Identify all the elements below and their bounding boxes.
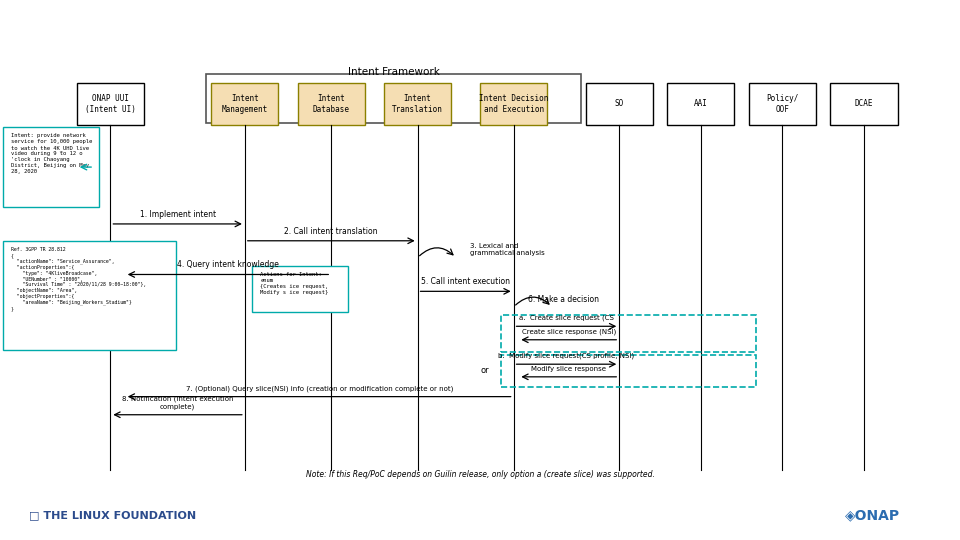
Text: 1. Implement intent: 1. Implement intent: [139, 210, 216, 219]
Text: Sequence Diagram Example: Sequence Diagram Example: [19, 22, 588, 56]
Text: ONAP UUI
(Intent UI): ONAP UUI (Intent UI): [85, 94, 135, 113]
Text: AAI: AAI: [694, 99, 708, 109]
Text: Ref. 3GPP TR 28.812
{
  "actionName": "Service_Assurance",
  "actionProperties":: Ref. 3GPP TR 28.812 { "actionName": "Ser…: [11, 247, 146, 311]
Text: Actions for Intent:
enum
{Creates ice request,
Modify s ice request}: Actions for Intent: enum {Creates ice re…: [260, 272, 328, 295]
Text: Intent
Management: Intent Management: [222, 94, 268, 113]
Text: DCAE: DCAE: [854, 99, 874, 109]
FancyBboxPatch shape: [3, 241, 176, 350]
Text: 7. (Optional) Query slice(NSI) info (creation or modification complete or not): 7. (Optional) Query slice(NSI) info (cre…: [185, 385, 453, 392]
Text: Intent
Translation: Intent Translation: [393, 94, 443, 113]
Text: Modify slice response: Modify slice response: [531, 366, 607, 372]
Text: 4. Query intent knowledge: 4. Query intent knowledge: [177, 260, 279, 269]
FancyBboxPatch shape: [586, 83, 653, 125]
Text: 8. Notification (Intent execution
complete): 8. Notification (Intent execution comple…: [122, 396, 233, 410]
Text: 5. Call intent execution: 5. Call intent execution: [421, 277, 510, 286]
Text: Note: If this Req/PoC depends on Guilin release, only option a (create slice) wa: Note: If this Req/PoC depends on Guilin …: [305, 470, 655, 479]
Text: 3. Lexical and
grammatical analysis: 3. Lexical and grammatical analysis: [470, 242, 545, 255]
FancyBboxPatch shape: [77, 83, 144, 125]
FancyBboxPatch shape: [211, 83, 278, 125]
Text: Intent: provide network
service for 10,000 people
to watch the 4K_UHD live
video: Intent: provide network service for 10,0…: [11, 133, 92, 174]
Text: b.  Modify slice request(CS profile, NSI): b. Modify slice request(CS profile, NSI): [498, 353, 635, 359]
FancyBboxPatch shape: [384, 83, 451, 125]
Text: or: or: [481, 367, 490, 375]
FancyBboxPatch shape: [749, 83, 816, 125]
Text: □ THE LINUX FOUNDATION: □ THE LINUX FOUNDATION: [29, 511, 196, 521]
Text: Policy/
OOF: Policy/ OOF: [766, 94, 799, 113]
FancyBboxPatch shape: [830, 83, 898, 125]
FancyBboxPatch shape: [480, 83, 547, 125]
FancyBboxPatch shape: [206, 75, 581, 123]
FancyBboxPatch shape: [252, 266, 348, 312]
Text: Intent
Database: Intent Database: [313, 94, 349, 113]
FancyBboxPatch shape: [298, 83, 365, 125]
Text: ◈ONAP: ◈ONAP: [845, 509, 900, 523]
Text: 6. Make a decision: 6. Make a decision: [528, 295, 599, 304]
Text: 2. Call intent translation: 2. Call intent translation: [284, 227, 378, 236]
FancyBboxPatch shape: [3, 127, 99, 207]
Text: Intent Framework: Intent Framework: [348, 66, 440, 77]
Text: Create slice response (NSI): Create slice response (NSI): [521, 328, 616, 335]
Text: a.  Create slice request (CS: a. Create slice request (CS: [519, 315, 613, 321]
FancyBboxPatch shape: [667, 83, 734, 125]
Text: Intent Decision
and Execution: Intent Decision and Execution: [479, 94, 548, 113]
Text: SO: SO: [614, 99, 624, 109]
